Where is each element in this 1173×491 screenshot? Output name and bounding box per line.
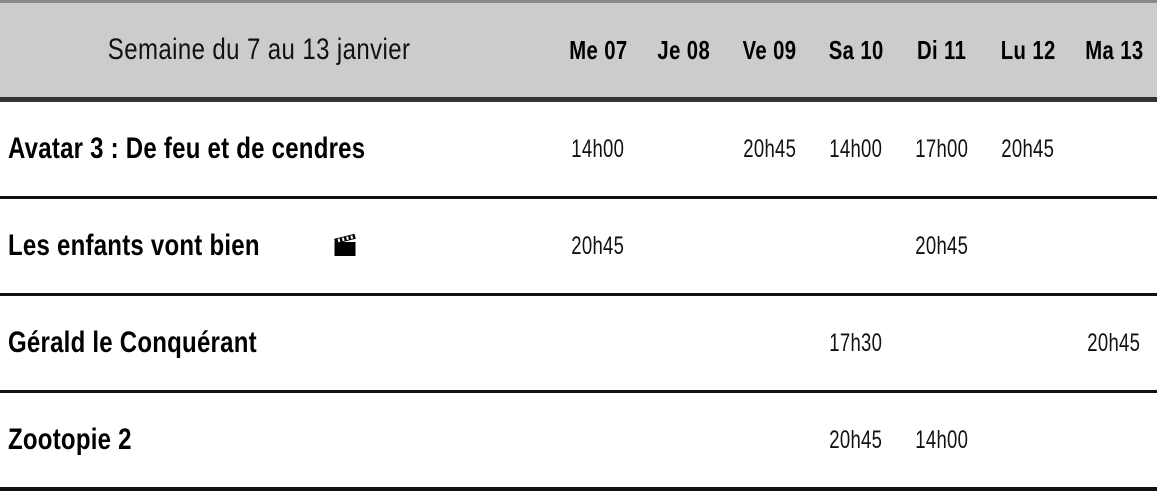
film-title-text: Zootopie 2 — [8, 423, 132, 456]
day-label-5: Lu 12 — [1000, 34, 1056, 65]
showtime-cell[interactable]: 20h45 — [899, 197, 985, 296]
showtime-text: 14h00 — [915, 425, 969, 454]
showtime-cell — [1071, 391, 1157, 491]
showtime-cell — [985, 197, 1071, 296]
showtime-cell — [1071, 197, 1157, 296]
showtime-cell[interactable]: 14h00 — [813, 99, 899, 199]
showtime-text: 14h00 — [829, 134, 883, 163]
showtime-text: 20h45 — [1087, 328, 1141, 357]
showtime-cell[interactable]: 17h00 — [899, 99, 985, 199]
day-column-header-6: Ma 13 — [1071, 0, 1157, 102]
day-column-header-2: Ve 09 — [727, 0, 813, 102]
clapperboard-icon — [333, 232, 359, 258]
table-row: Zootopie 2 20h45 14h00 — [0, 391, 1157, 491]
showtime-text: 20h45 — [571, 231, 625, 260]
day-label-0: Me 07 — [568, 34, 628, 65]
showtime-cell[interactable]: 14h00 — [899, 391, 985, 491]
day-label-2: Ve 09 — [743, 34, 797, 65]
showtime-cell — [641, 197, 727, 296]
showtime-text: 20h45 — [829, 425, 883, 454]
showtime-cell — [985, 294, 1071, 393]
showtime-text: 20h45 — [915, 231, 969, 260]
film-title-cell: Zootopie 2 — [0, 391, 555, 491]
film-title-cell: Avatar 3 : De feu et de cendres — [0, 99, 555, 199]
showtime-text: 20h45 — [743, 134, 797, 163]
header-row: Semaine du 7 au 13 janvier Me 07 Je 08 V… — [0, 0, 1157, 102]
showtime-cell[interactable]: 17h30 — [813, 294, 899, 393]
day-label-3: Sa 10 — [828, 34, 884, 65]
day-column-header-4: Di 11 — [899, 0, 985, 102]
showtime-cell — [727, 391, 813, 491]
film-title-cell: Les enfants vont bien — [0, 197, 555, 296]
showtime-cell — [641, 294, 727, 393]
showtime-text: 20h45 — [1001, 134, 1055, 163]
showtime-text: 17h00 — [915, 134, 969, 163]
showtime-cell[interactable]: 20h45 — [813, 391, 899, 491]
showtime-cell — [1071, 99, 1157, 199]
week-title: Semaine du 7 au 13 janvier — [55, 0, 500, 102]
showtime-cell — [641, 391, 727, 491]
day-label-4: Di 11 — [917, 34, 967, 65]
showtime-text: 17h30 — [829, 328, 883, 357]
showtime-cell[interactable]: 14h00 — [555, 99, 641, 199]
table-row: Avatar 3 : De feu et de cendres 14h00 20… — [0, 99, 1157, 199]
showtime-cell — [555, 391, 641, 491]
day-label-6: Ma 13 — [1084, 34, 1144, 65]
day-column-header-3: Sa 10 — [813, 0, 899, 102]
showtime-cell — [641, 99, 727, 199]
showtime-cell — [899, 294, 985, 393]
showtime-cell[interactable]: 20h45 — [1071, 294, 1157, 393]
showtime-cell — [813, 197, 899, 296]
showtime-cell[interactable]: 20h45 — [985, 99, 1071, 199]
film-title-text: Les enfants vont bien — [8, 229, 260, 262]
day-label-1: Je 08 — [657, 34, 711, 65]
table-header: Semaine du 7 au 13 janvier Me 07 Je 08 V… — [0, 0, 1157, 102]
film-title-text: Gérald le Conquérant — [8, 326, 257, 359]
table-body: Avatar 3 : De feu et de cendres 14h00 20… — [0, 99, 1157, 491]
showtime-cell[interactable]: 20h45 — [727, 99, 813, 199]
film-title-cell: Gérald le Conquérant — [0, 294, 555, 393]
film-title-text: Avatar 3 : De feu et de cendres — [8, 132, 366, 165]
showtime-text: 14h00 — [571, 134, 625, 163]
showtime-cell — [727, 197, 813, 296]
table-row: Les enfants vont bien 20h45 20h45 — [0, 197, 1157, 296]
showtime-cell — [727, 294, 813, 393]
day-column-header-1: Je 08 — [641, 0, 727, 102]
showtime-cell — [555, 294, 641, 393]
table-row: Gérald le Conquérant 17h30 20h45 — [0, 294, 1157, 393]
day-column-header-0: Me 07 — [555, 0, 641, 102]
showtime-cell[interactable]: 20h45 — [555, 197, 641, 296]
showtime-cell — [985, 391, 1071, 491]
day-column-header-5: Lu 12 — [985, 0, 1071, 102]
